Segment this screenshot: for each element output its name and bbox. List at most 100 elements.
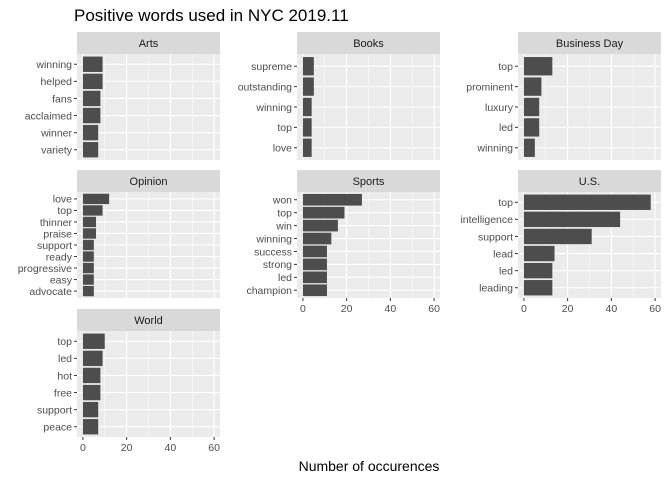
facet-strip	[518, 170, 661, 192]
bar-sports-success	[302, 245, 327, 258]
facet-u-s: U.S. top intelligence support lead led leading…	[460, 170, 661, 315]
y-tick-label: champion	[246, 285, 292, 297]
y-tick-label: support	[478, 231, 513, 243]
facet-strip	[77, 170, 220, 192]
bar-u-s-top	[523, 194, 651, 210]
y-tick-label: winning	[255, 102, 292, 114]
x-tick-label: 20	[562, 303, 574, 315]
y-tick-label: helped	[40, 76, 72, 88]
y-tick-label: top	[277, 122, 292, 134]
facet-world: World top led hot free support peace 0 20 40 60	[37, 309, 220, 454]
y-tick-label: thinner	[40, 217, 73, 229]
y-tick-label: variety	[41, 145, 73, 157]
facet-sports: Sports wontopwinwinningsuccessstrongledch…	[246, 170, 440, 315]
x-tick-label: 0	[80, 442, 86, 454]
y-tick-label: luxury	[485, 102, 514, 114]
y-tick-label: free	[54, 387, 72, 399]
y-tick-label: love	[273, 143, 292, 155]
bar-sports-winning	[302, 232, 332, 245]
bar-books-supreme	[302, 57, 314, 76]
y-tick-label: led	[499, 122, 513, 134]
bar-arts-fans	[82, 90, 101, 107]
bar-opinion-ready	[82, 251, 94, 262]
facet-title: World	[134, 315, 163, 327]
y-tick-label: top	[57, 205, 72, 217]
y-tick-label: peace	[43, 422, 72, 434]
bar-world-hot	[82, 367, 101, 384]
bar-u-s-intelligence	[523, 211, 621, 228]
bar-sports-win	[302, 219, 338, 232]
bar-opinion-love	[82, 193, 110, 205]
bar-sports-led	[302, 271, 327, 284]
y-tick-label: winner	[40, 127, 72, 139]
x-tick-label: 20	[121, 442, 133, 454]
y-tick-label: lead	[493, 248, 513, 260]
y-tick-label: support	[37, 404, 72, 416]
x-tick-label: 0	[521, 303, 527, 315]
x-tick-label: 40	[606, 303, 618, 315]
x-tick-label: 60	[649, 303, 661, 315]
y-tick-label: leading	[479, 283, 513, 295]
bar-world-free	[82, 384, 101, 401]
bar-business-day-winning	[523, 138, 535, 157]
y-tick-label: top	[498, 61, 513, 73]
facet-title: Books	[353, 38, 384, 50]
bar-sports-won	[302, 193, 362, 206]
y-tick-label: winning	[35, 59, 72, 71]
y-tick-label: top	[57, 336, 72, 348]
bar-books-love	[302, 138, 312, 157]
facet-arts: Arts winning helped fans acclaimed winner vari…	[25, 32, 220, 160]
bar-business-day-prominent	[523, 77, 542, 96]
bar-business-day-led	[523, 118, 540, 137]
bar-sports-strong	[302, 258, 327, 271]
bar-u-s-led	[523, 262, 553, 279]
y-tick-label: intelligence	[460, 214, 513, 226]
facet-title: Opinion	[130, 176, 168, 188]
facet-title: U.S.	[579, 176, 600, 188]
y-tick-label: led	[278, 272, 292, 284]
x-tick-label: 0	[300, 303, 306, 315]
bar-arts-variety	[82, 142, 99, 158]
x-tick-label: 20	[341, 303, 353, 315]
y-tick-label: top	[277, 207, 292, 219]
y-tick-label: fans	[52, 93, 72, 105]
facet-strip	[77, 309, 220, 331]
y-tick-label: support	[37, 240, 72, 252]
bar-books-top	[302, 118, 312, 137]
y-tick-label: won	[272, 195, 292, 207]
facet-title: Business Day	[556, 38, 624, 50]
bar-u-s-support	[523, 228, 592, 245]
y-tick-label: praise	[43, 228, 72, 240]
bar-arts-helped	[82, 73, 103, 90]
x-tick-label: 60	[428, 303, 440, 315]
x-tick-label: 40	[165, 442, 177, 454]
bar-opinion-praise	[82, 228, 97, 239]
y-tick-label: strong	[263, 259, 292, 271]
bar-opinion-progressive	[82, 262, 94, 274]
bar-world-peace	[82, 419, 99, 435]
bar-arts-winner	[82, 124, 99, 141]
y-tick-label: led	[499, 265, 513, 277]
y-tick-label: winning	[476, 143, 513, 155]
y-tick-label: ready	[46, 251, 73, 263]
y-tick-label: winning	[255, 233, 292, 245]
y-tick-label: hot	[57, 370, 72, 382]
bar-business-day-top	[523, 57, 553, 76]
facet-strip	[77, 32, 220, 54]
y-tick-label: easy	[50, 274, 73, 286]
y-tick-label: success	[254, 246, 292, 258]
bar-arts-acclaimed	[82, 107, 101, 124]
y-tick-label: win	[275, 220, 292, 232]
chart-title: Positive words used in NYC 2019.11	[74, 6, 349, 25]
bar-world-support	[82, 401, 99, 418]
bar-opinion-top	[82, 205, 103, 216]
bar-u-s-leading	[523, 280, 553, 296]
facet-strip	[297, 32, 440, 54]
facet-title: Sports	[353, 176, 385, 188]
bar-sports-champion	[302, 284, 327, 297]
bar-opinion-thinner	[82, 216, 97, 228]
bar-opinion-advocate	[82, 285, 94, 297]
facet-title: Arts	[139, 38, 159, 50]
x-axis-label: Number of occurences	[299, 458, 440, 474]
